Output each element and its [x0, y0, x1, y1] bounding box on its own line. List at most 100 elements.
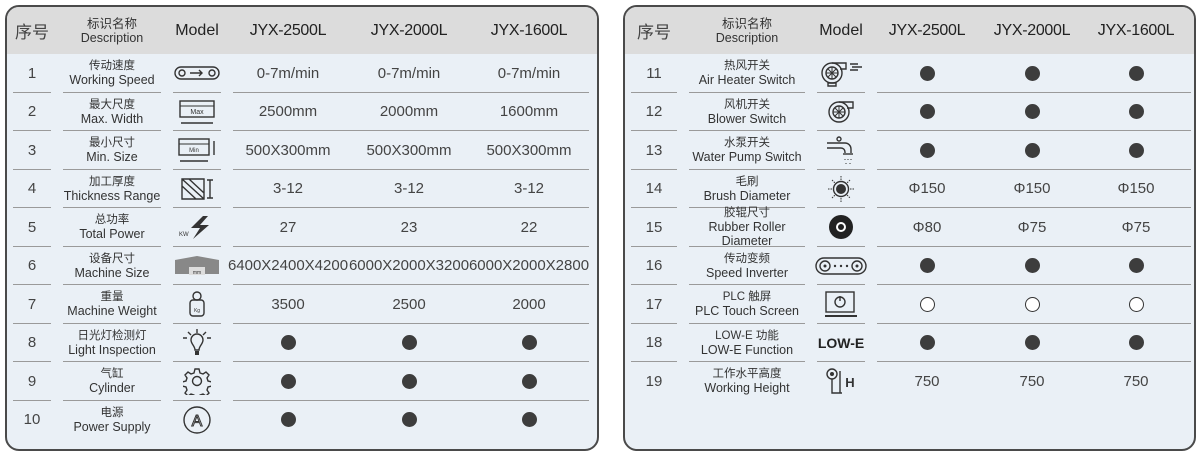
table-row: 7 重量 Machine Weight Kg 3500 2500 2000: [7, 285, 597, 324]
value-jyx-1600l: [1081, 285, 1191, 324]
description-zh: 最小尺寸: [89, 137, 135, 150]
value-text: 0-7m/min: [377, 64, 441, 82]
row-description: 电源 Power Supply: [57, 401, 167, 440]
description-en: Brush Diameter: [703, 188, 791, 203]
description-en: Rubber Roller Diameter: [708, 220, 786, 249]
header-number: 序号: [15, 23, 49, 42]
description-en: Min. Size: [86, 150, 138, 165]
value-jyx-1600l: [469, 401, 589, 440]
value-jyx-2500l: 500X300mm: [227, 131, 349, 170]
table-row: 12 风机开关 Blower Switch: [625, 93, 1194, 132]
filled-dot-icon: [280, 412, 296, 428]
row-description: 最小尺寸 Min. Size: [57, 131, 167, 170]
value-jyx-2000l: [349, 401, 469, 440]
description-en: LOW-E Function: [700, 342, 794, 357]
value-jyx-2000l: [983, 285, 1081, 324]
svg-text:mm: mm: [193, 270, 201, 276]
value-jyx-1600l: [469, 324, 589, 363]
brush-icon: [826, 174, 856, 204]
value-text: 3-12: [393, 180, 425, 198]
row-number: 16: [625, 247, 683, 286]
table-row: 6 设备尺寸 Machine Size mm 6400X2400X4200 6000X20…: [7, 247, 597, 286]
row-number: 13: [625, 131, 683, 170]
value-jyx-2000l: Φ75: [983, 208, 1081, 247]
description-zh: 传动变频: [724, 252, 770, 265]
header-description-en: Description: [80, 30, 144, 45]
value-jyx-1600l: 22: [469, 208, 589, 247]
row-values: 500X300mm 500X300mm 500X300mm: [227, 131, 589, 170]
row-description: 最大尺度 Max. Width: [57, 93, 167, 132]
table-row: 3 最小尺寸 Min. Size Min 500X300mm 500X300mm 500X3…: [7, 131, 597, 170]
open-circle-icon: [1024, 296, 1040, 312]
value-jyx-2000l: [349, 362, 469, 401]
value-jyx-2500l: [871, 54, 983, 93]
value-jyx-2500l: 3500: [227, 285, 349, 324]
table-row: 13 水泵开关 Water Pump Switch: [625, 131, 1194, 170]
filled-dot-icon: [1128, 142, 1144, 158]
model-icon-cell: [811, 285, 871, 324]
value-jyx-2000l: Φ150: [983, 170, 1081, 209]
row-number: 11: [625, 54, 683, 93]
row-values: 3-12 3-12 3-12: [227, 170, 589, 209]
value-text: Φ150: [1117, 180, 1155, 198]
weight-icon: Kg: [187, 290, 207, 318]
row-description: 设备尺寸 Machine Size: [57, 247, 167, 286]
value-text: 6400X2400X4200: [227, 257, 349, 275]
gear-icon: [183, 367, 211, 396]
filled-dot-icon: [1024, 104, 1040, 120]
value-jyx-2500l: [871, 93, 983, 132]
description-zh: 最大尺度: [89, 98, 135, 111]
filled-dot-icon: [919, 335, 935, 351]
description-zh: 毛刷: [735, 175, 759, 188]
row-description: LOW-E 功能 LOW-E Function: [683, 324, 811, 363]
value-jyx-2500l: 27: [227, 208, 349, 247]
description-zh: 总功率: [94, 214, 130, 227]
description-zh: 电源: [100, 406, 124, 419]
value-text: 27: [279, 218, 297, 236]
min-size-icon: Min: [176, 135, 218, 165]
value-text: 22: [520, 218, 538, 236]
value-jyx-1600l: Φ75: [1081, 208, 1191, 247]
description-en: Machine Size: [74, 265, 150, 280]
model-icon-cell: [811, 54, 871, 93]
value-text: 500X300mm: [366, 141, 452, 159]
value-text: Φ80: [912, 218, 942, 236]
table-header: 序号 标识名称 Description Model JYX-2500L JYX-2000L…: [625, 7, 1194, 54]
row-number: 3: [7, 131, 57, 170]
header-model: Model: [819, 21, 863, 39]
value-jyx-2500l: [227, 324, 349, 363]
description-en: Max. Width: [80, 111, 144, 126]
row-values: 6400X2400X4200 6000X2000X3200 6000X2000X28…: [227, 247, 589, 286]
spec-table-right: 序号 标识名称 Description Model JYX-2500L JYX-2000L…: [623, 5, 1196, 451]
row-description: 传动变频 Speed Inverter: [683, 247, 811, 286]
air-heater-icon: [818, 59, 864, 87]
row-number: 18: [625, 324, 683, 363]
description-zh: 加工厚度: [89, 175, 135, 188]
description-en: Thickness Range: [63, 188, 161, 203]
value-text: 500X300mm: [245, 141, 331, 159]
filled-dot-icon: [1128, 335, 1144, 351]
filled-dot-icon: [521, 335, 537, 351]
value-text: 2000mm: [379, 103, 439, 121]
model-icon-cell: Kg: [167, 285, 227, 324]
description-zh: 设备尺寸: [89, 252, 135, 265]
value-jyx-2000l: 6000X2000X3200: [349, 247, 469, 286]
value-jyx-1600l: 500X300mm: [469, 131, 589, 170]
value-text: 750: [1019, 372, 1045, 390]
value-text: 2500mm: [258, 103, 318, 121]
value-jyx-2500l: [871, 324, 983, 363]
header-model: Model: [175, 21, 219, 39]
value-text: 3-12: [272, 180, 304, 198]
row-values: 0-7m/min 0-7m/min 0-7m/min: [227, 54, 589, 93]
description-zh: 胶辊尺寸: [724, 207, 770, 220]
value-jyx-1600l: [1081, 324, 1191, 363]
value-jyx-2500l: 2500mm: [227, 93, 349, 132]
value-jyx-2000l: 2500: [349, 285, 469, 324]
description-en: Air Heater Switch: [698, 73, 796, 88]
svg-text:H: H: [845, 375, 854, 390]
value-jyx-2500l: [871, 285, 983, 324]
value-jyx-2500l: 3-12: [227, 170, 349, 209]
max-width-icon: Max: [177, 97, 217, 127]
value-jyx-2500l: Φ150: [871, 170, 983, 209]
value-jyx-2000l: [349, 324, 469, 363]
